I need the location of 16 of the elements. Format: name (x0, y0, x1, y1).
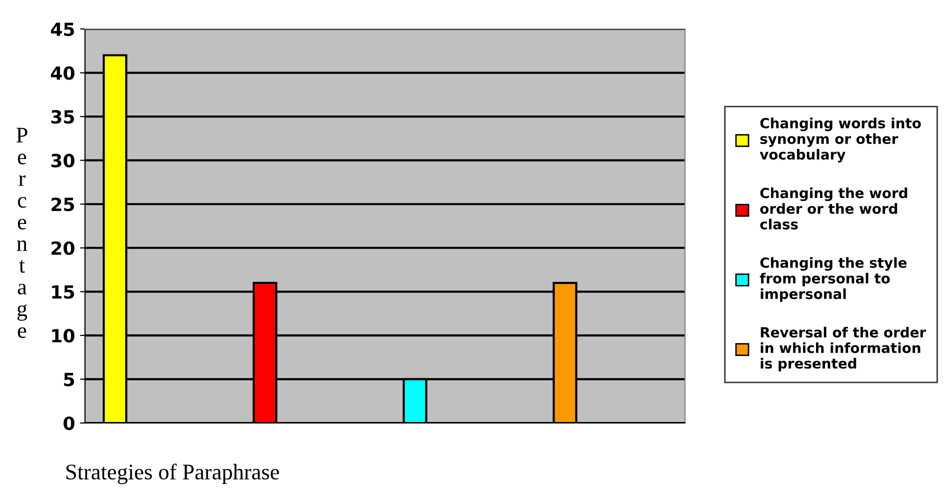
x-axis-title: Strategies of Paraphrase (66, 464, 279, 484)
legend-label: Changing words into synonym or other vocabulary (760, 118, 921, 163)
y-tick-label: 25 (52, 198, 74, 212)
legend-label: Changing the style from personal to impersonal (760, 257, 907, 302)
y-tick-label: 45 (50, 22, 74, 36)
y-tick-label: 0 (64, 416, 74, 430)
y-tick-label: 10 (52, 328, 74, 343)
y-tick-label: 5 (64, 372, 74, 386)
y-tick-label: 40 (50, 66, 74, 80)
y-tick-label: 15 (52, 285, 74, 299)
legend-label: Changing the word order or the word class (760, 188, 908, 230)
y-tick-label: 30 (51, 154, 74, 168)
y-tick-label: 20 (52, 241, 74, 256)
legend-label: Reversal of the order in which information is presented (760, 326, 926, 372)
y-tick-label: 35 (51, 110, 74, 124)
text: Percentage (16, 128, 28, 338)
